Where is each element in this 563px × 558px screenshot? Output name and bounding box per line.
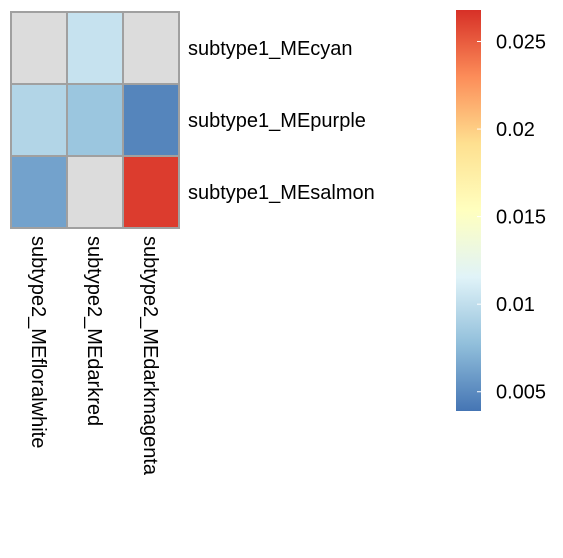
heatmap-cell: [10, 155, 68, 229]
legend-tick-label: 0.025: [496, 32, 546, 54]
heatmap-cell: [122, 155, 180, 229]
heatmap-cell: [66, 11, 124, 85]
heatmap-cell: [10, 83, 68, 157]
heatmap-cells: [10, 11, 180, 229]
row-label: subtype1_MEpurple: [188, 110, 366, 132]
row-label: subtype1_MEsalmon: [188, 182, 375, 204]
row-label: subtype1_MEcyan: [188, 38, 353, 60]
heatmap-cell: [66, 83, 124, 157]
heatmap-cell: [66, 155, 124, 229]
heatmap-cell: [10, 11, 68, 85]
legend-tick-label: 0.01: [496, 294, 535, 316]
legend-tick-label: 0.02: [496, 119, 535, 141]
row-labels: subtype1_MEcyan subtype1_MEpurple subtype1…: [188, 38, 375, 204]
heatmap-cell: [122, 11, 180, 85]
column-labels: subtype2_MEfloralwhite subtype2_MEdarkred…: [27, 236, 161, 476]
column-label: subtype2_MEfloralwhite: [27, 236, 49, 448]
column-label: subtype2_MEdarkmagenta: [139, 236, 161, 476]
color-legend: 0.005 0.01 0.015 0.02 0.025: [456, 10, 546, 411]
legend-tick-label: 0.005: [496, 382, 546, 404]
heatmap-cell: [122, 83, 180, 157]
legend-tick-label: 0.015: [496, 207, 546, 229]
column-label: subtype2_MEdarkred: [83, 236, 105, 426]
legend-color-bar: [456, 10, 481, 411]
